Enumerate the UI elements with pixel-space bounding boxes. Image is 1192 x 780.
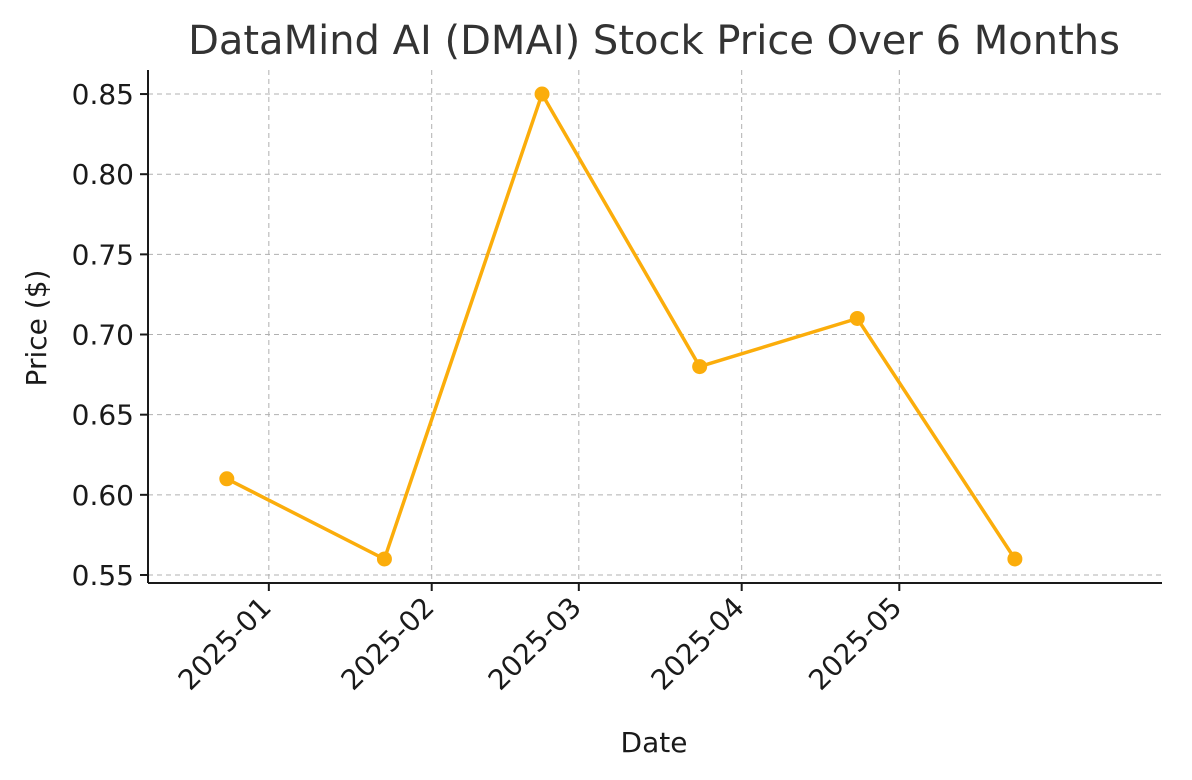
data-point[interactable] [534,86,550,102]
data-point[interactable] [376,551,392,567]
data-point[interactable] [849,310,865,326]
axis-layer [147,70,1162,584]
chart-title: DataMind AI (DMAI) Stock Price Over 6 Mo… [188,18,1120,64]
y-tick-label: 0.55 [72,559,134,592]
grid-layer [148,70,1162,583]
x-tick-label: 2025-03 [482,591,588,697]
y-tick-label: 0.70 [72,319,134,352]
y-tick-label: 0.60 [72,479,134,512]
y-tick-label: 0.80 [72,158,134,191]
y-tick-label: 0.75 [72,238,134,271]
y-axis-label: Price ($) [20,270,53,387]
data-point[interactable] [1007,551,1023,567]
x-tick-label: 2025-01 [172,591,278,697]
x-tick-label: 2025-04 [645,591,751,697]
x-tick-label: 2025-05 [802,591,908,697]
tick-layer: 0.55 0.60 0.65 0.70 0.75 0.80 0.85 2025-01 2025-… [72,78,909,697]
y-tick-label: 0.85 [72,78,134,111]
data-point[interactable] [692,359,708,375]
series-layer [219,86,1023,567]
x-tick-label: 2025-02 [335,591,441,697]
data-point[interactable] [219,471,235,487]
series-line [226,92,1017,561]
x-axis-label: Date [621,726,688,759]
y-tick-label: 0.65 [72,399,134,432]
